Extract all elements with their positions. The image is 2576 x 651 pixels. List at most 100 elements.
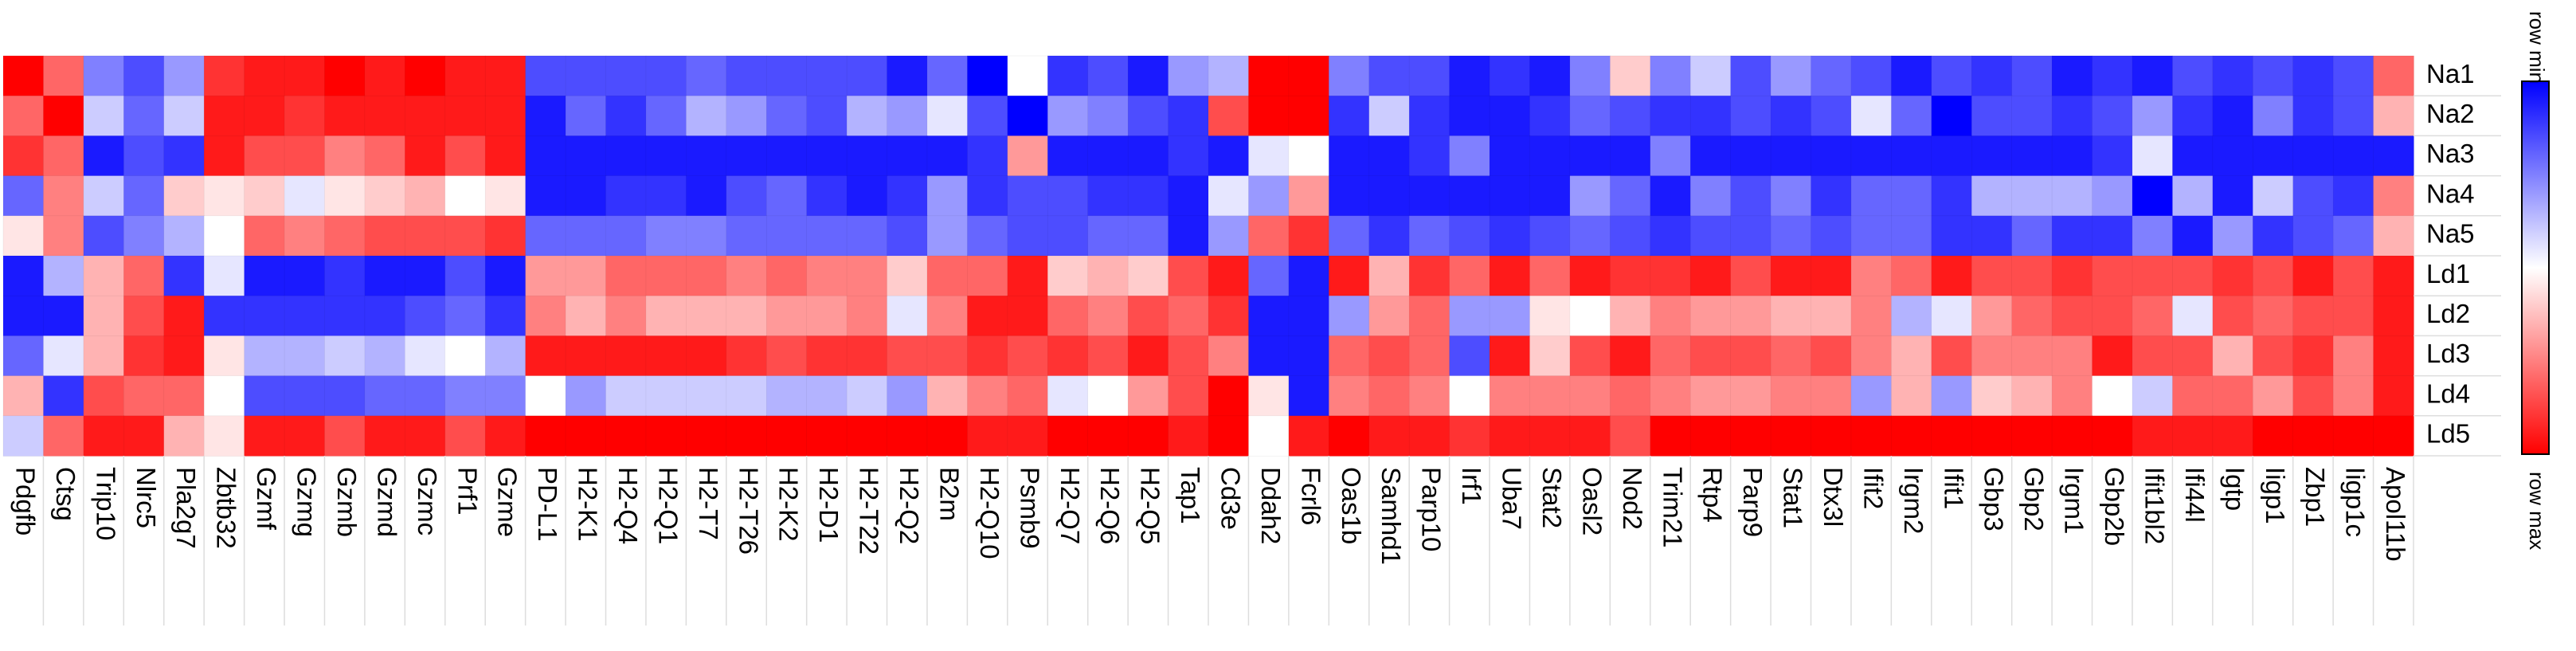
heatmap-cell (1650, 375, 1691, 417)
heatmap-cell (926, 415, 969, 457)
heatmap-cell (2172, 295, 2214, 337)
heatmap-cell (203, 55, 245, 97)
heatmap-cell (405, 375, 446, 417)
heatmap-cell (1610, 415, 1651, 457)
heatmap-cell (1168, 335, 1209, 377)
heatmap-cell (1127, 175, 1169, 217)
heatmap-cell (765, 135, 808, 177)
heatmap-cell (565, 215, 607, 257)
column-label: Pla2g7 (171, 467, 201, 549)
heatmap-cell (2212, 95, 2254, 137)
heatmap-cell (244, 255, 285, 297)
heatmap-cell (1730, 415, 1771, 457)
heatmap-cell (83, 135, 125, 177)
heatmap-cell (967, 375, 1008, 417)
heatmap-cell (1770, 295, 1812, 337)
heatmap-cell (1931, 415, 1973, 457)
heatmap-cell (324, 135, 366, 177)
heatmap-cell (1408, 135, 1450, 177)
heatmap-cell (1168, 135, 1209, 177)
heatmap-cell (1248, 135, 1290, 177)
heatmap-cell (1087, 255, 1129, 297)
heatmap-cell (565, 335, 607, 377)
heatmap-cell (765, 295, 808, 337)
heatmap-cell (967, 175, 1008, 217)
column-label: Ifit2 (1858, 467, 1888, 509)
heatmap-cell (1811, 95, 1852, 137)
heatmap-cell (1368, 95, 1410, 137)
column-label: Pdgfb (10, 467, 40, 535)
heatmap-cell (203, 135, 245, 177)
heatmap-cell (2011, 95, 2053, 137)
heatmap-cell (1811, 135, 1852, 177)
heatmap-cell (2172, 255, 2214, 297)
heatmap-cell (2252, 95, 2294, 137)
column-label: Parp10 (1417, 467, 1447, 551)
heatmap-cell (484, 95, 527, 137)
column-label: H2-Q1 (653, 467, 683, 544)
heatmap-cell (43, 375, 84, 417)
heatmap-cell (1569, 215, 1611, 257)
heatmap-cell (1449, 255, 1490, 297)
heatmap-cell (324, 175, 366, 217)
heatmap-cell (1569, 175, 1611, 217)
column-label: H2-Q10 (975, 467, 1004, 559)
heatmap-cell (1248, 55, 1290, 97)
heatmap-cell (1127, 255, 1169, 297)
heatmap-cell (284, 415, 326, 457)
row-label: Na4 (2426, 178, 2475, 208)
heatmap-cell (1208, 415, 1250, 457)
heatmap-cell (1087, 335, 1129, 377)
heatmap-cell (1007, 175, 1049, 217)
heatmap-cell (645, 415, 687, 457)
heatmap-cell (926, 295, 969, 337)
heatmap-cell (1650, 175, 1691, 217)
heatmap-cell (1368, 295, 1410, 337)
heatmap-cell (123, 215, 165, 257)
heatmap-cell (123, 375, 165, 417)
heatmap-cell (1650, 135, 1691, 177)
heatmap-cell (645, 375, 687, 417)
heatmap-cell (1730, 375, 1771, 417)
heatmap-cell (1248, 215, 1290, 257)
heatmap-cell (1408, 375, 1450, 417)
heatmap-cell (364, 95, 406, 137)
heatmap-cell (364, 215, 406, 257)
heatmap-cell (806, 295, 848, 337)
heatmap-cell (43, 255, 84, 297)
column-label: Dtx3l (1818, 467, 1848, 527)
column-label: Ifit1bl2 (2139, 467, 2169, 544)
heatmap-cell (1610, 95, 1651, 137)
column-label: Ifit1 (1939, 467, 1968, 509)
heatmap-cell (1007, 95, 1049, 137)
heatmap-cell (1730, 335, 1771, 377)
heatmap-cell (1047, 135, 1089, 177)
heatmap-cell (1569, 95, 1611, 137)
heatmap-cell (1610, 55, 1651, 97)
heatmap-cell (405, 55, 446, 97)
heatmap-cell (1650, 295, 1691, 337)
heatmap-cell (484, 55, 527, 97)
heatmap-cell (324, 335, 366, 377)
heatmap-cell (1489, 255, 1531, 297)
heatmap-cell (1168, 295, 1209, 337)
row-label: Na3 (2426, 139, 2475, 168)
heatmap-cell (1208, 95, 1250, 137)
heatmap-cell (2373, 215, 2414, 257)
heatmap-cell (1931, 295, 1973, 337)
heatmap-cell (1569, 335, 1611, 377)
heatmap-cell (1007, 335, 1049, 377)
heatmap-cell (1689, 375, 1732, 417)
heatmap-cell (645, 135, 687, 177)
heatmap-cell (2092, 175, 2133, 217)
heatmap-cell (1047, 255, 1089, 297)
heatmap-cell (765, 95, 808, 137)
heatmap-cell (1489, 55, 1531, 97)
heatmap-cell (1288, 335, 1330, 377)
column-label: Gzmd (372, 467, 401, 537)
heatmap-cell (926, 175, 969, 217)
heatmap-cell (605, 255, 647, 297)
heatmap-cell (1770, 55, 1812, 97)
heatmap-cell (2373, 55, 2414, 97)
heatmap-cell (364, 375, 406, 417)
